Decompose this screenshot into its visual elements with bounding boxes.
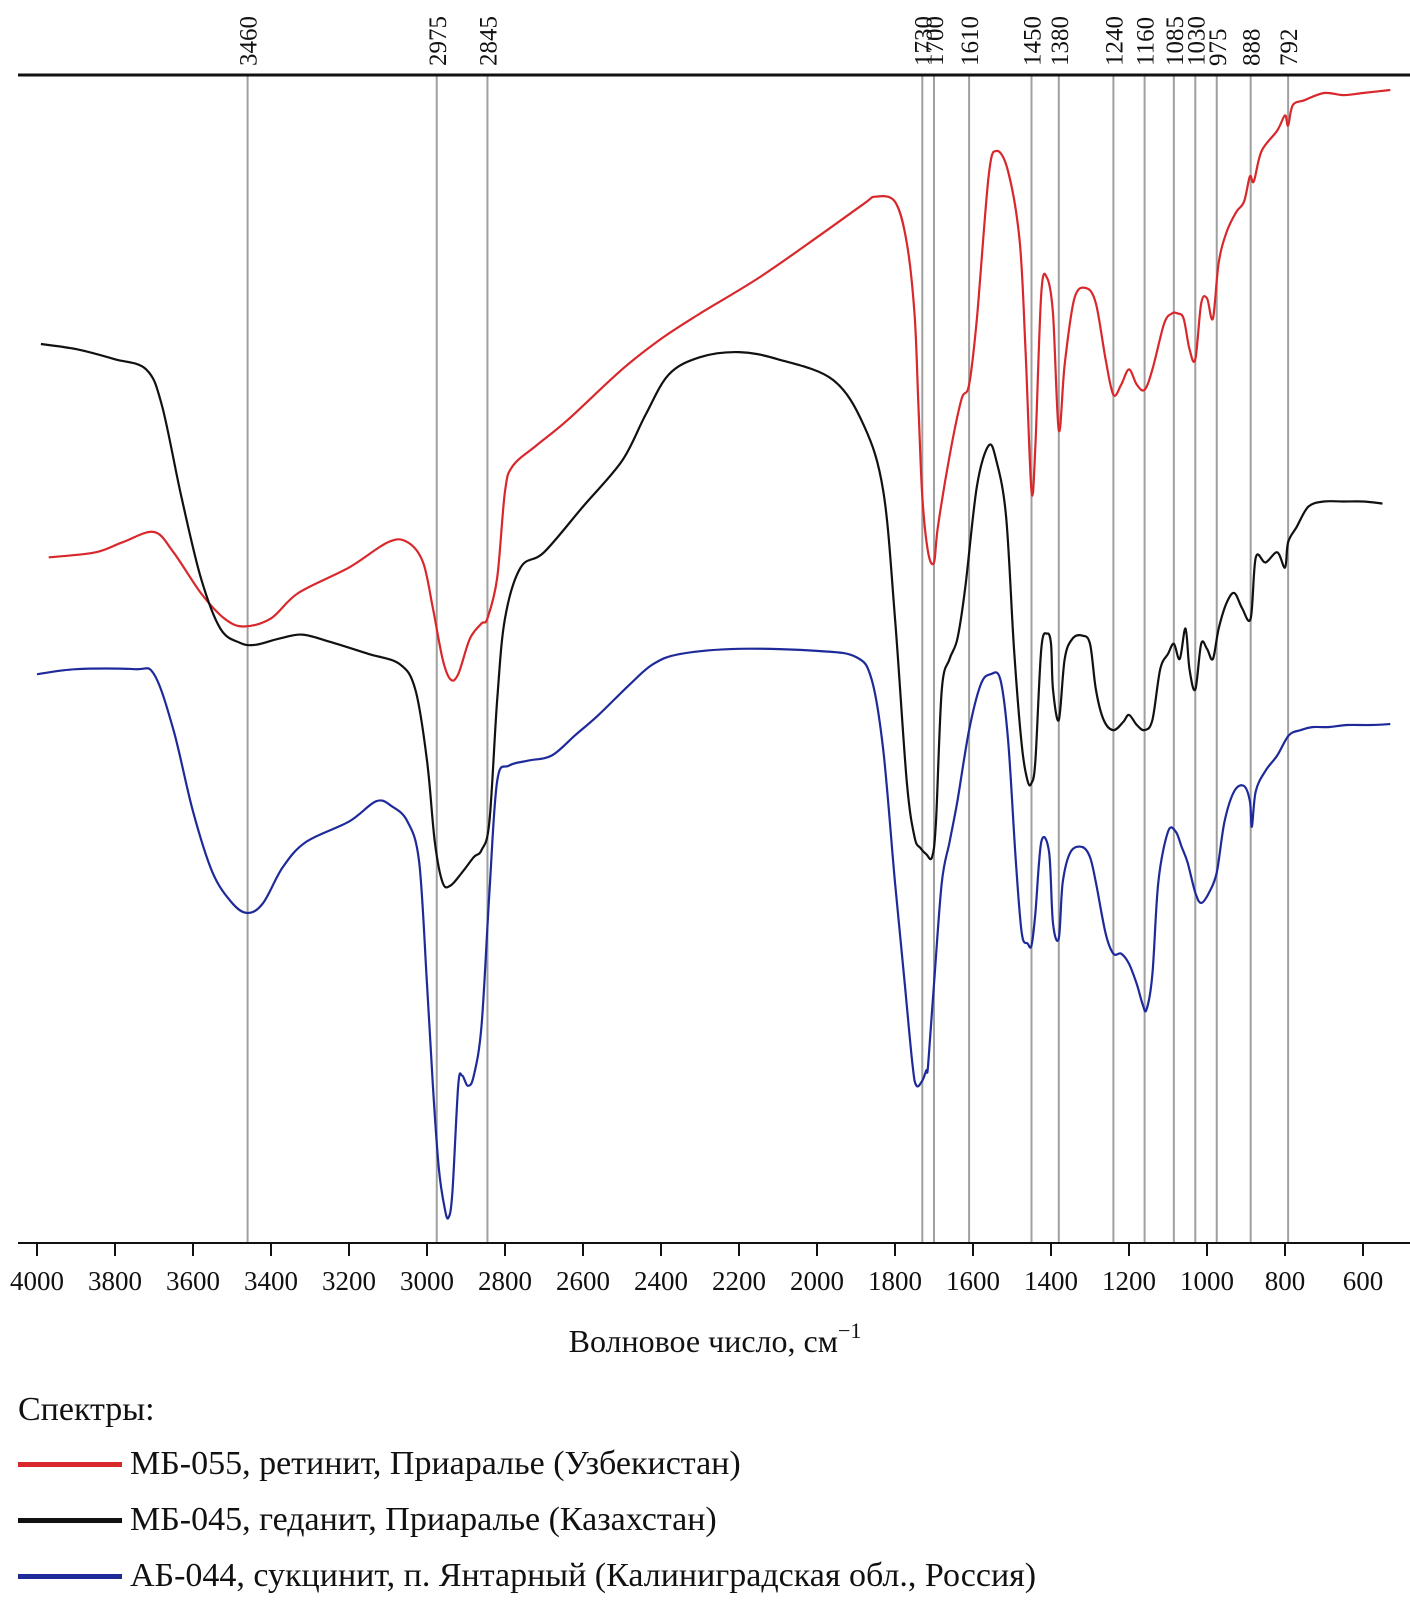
peak-marker-label: 2975 — [425, 16, 452, 66]
legend: Спектры: МБ-055, ретинит, Приаралье (Узб… — [18, 1390, 1398, 1604]
x-tick-label: 2600 — [556, 1266, 610, 1296]
x-tick-label: 3400 — [244, 1266, 298, 1296]
series-line-gedanite — [40, 342, 1383, 889]
legend-title: Спектры: — [18, 1391, 155, 1428]
peak-marker-label: 1730 — [910, 16, 937, 66]
x-tick-label: 3800 — [88, 1266, 142, 1296]
spectra-series — [36, 88, 1391, 1220]
x-tick-label: 4000 — [10, 1266, 64, 1296]
peak-marker-label: 1240 — [1101, 16, 1128, 66]
x-tick-label: 2000 — [790, 1266, 844, 1296]
x-tick-label: 2800 — [478, 1266, 532, 1296]
x-tick-label: 1200 — [1102, 1266, 1156, 1296]
peak-marker-label: 1380 — [1047, 16, 1074, 66]
x-tick-label: 1400 — [1024, 1266, 1078, 1296]
peak-marker-label: 975 — [1205, 29, 1232, 67]
peak-marker-label: 792 — [1276, 29, 1303, 67]
legend-item-gedanite: МБ-045, геданит, Приаралье (Казахстан) — [18, 1492, 1398, 1548]
x-tick-label: 1000 — [1180, 1266, 1234, 1296]
x-tick-label: 2200 — [712, 1266, 766, 1296]
peak-marker-label: 1030 — [1183, 16, 1210, 66]
x-tick-label: 3200 — [322, 1266, 376, 1296]
x-tick-label: 1800 — [868, 1266, 922, 1296]
peak-marker-label: 1450 — [1020, 16, 1047, 66]
legend-item-retinite: МБ-055, ретинит, Приаралье (Узбекистан) — [18, 1436, 1398, 1492]
series-line-succinite — [36, 647, 1391, 1220]
legend-label: МБ-045, геданит, Приаралье (Казахстан) — [130, 1501, 717, 1538]
series-line-retinite — [48, 88, 1391, 682]
x-tick-label: 1600 — [946, 1266, 1000, 1296]
peak-marker-label: 888 — [1239, 29, 1266, 67]
legend-label: МБ-055, ретинит, Приаралье (Узбекистан) — [130, 1445, 741, 1482]
legend-swatch-red — [18, 1461, 122, 1467]
x-tick-label: 3600 — [166, 1266, 220, 1296]
peak-marker-label: 1610 — [957, 16, 984, 66]
peak-marker-label: 1160 — [1133, 17, 1160, 66]
peak-marker-label: 1085 — [1162, 16, 1189, 66]
x-tick-label: 3000 — [400, 1266, 454, 1296]
peak-marker-label: 3460 — [236, 16, 263, 66]
legend-swatch-black — [18, 1517, 122, 1523]
peak-marker-label: 2845 — [475, 16, 502, 66]
x-tick-label: 600 — [1343, 1266, 1384, 1296]
legend-item-succinite: АБ-044, сукцинит, п. Янтарный (Калинигра… — [18, 1548, 1398, 1604]
legend-label: АБ-044, сукцинит, п. Янтарный (Калинигра… — [130, 1557, 1037, 1594]
x-axis-ticks: 4000 3800 3600 3400 3200 3000 2800 2600 2400 2200… — [10, 1243, 1383, 1296]
x-tick-label: 800 — [1265, 1266, 1306, 1296]
peak-marker-label: 1700 — [922, 16, 949, 66]
x-axis-label: Волновое число, см−1 — [569, 1318, 862, 1359]
legend-swatch-blue — [18, 1573, 122, 1579]
x-tick-label: 2400 — [634, 1266, 688, 1296]
